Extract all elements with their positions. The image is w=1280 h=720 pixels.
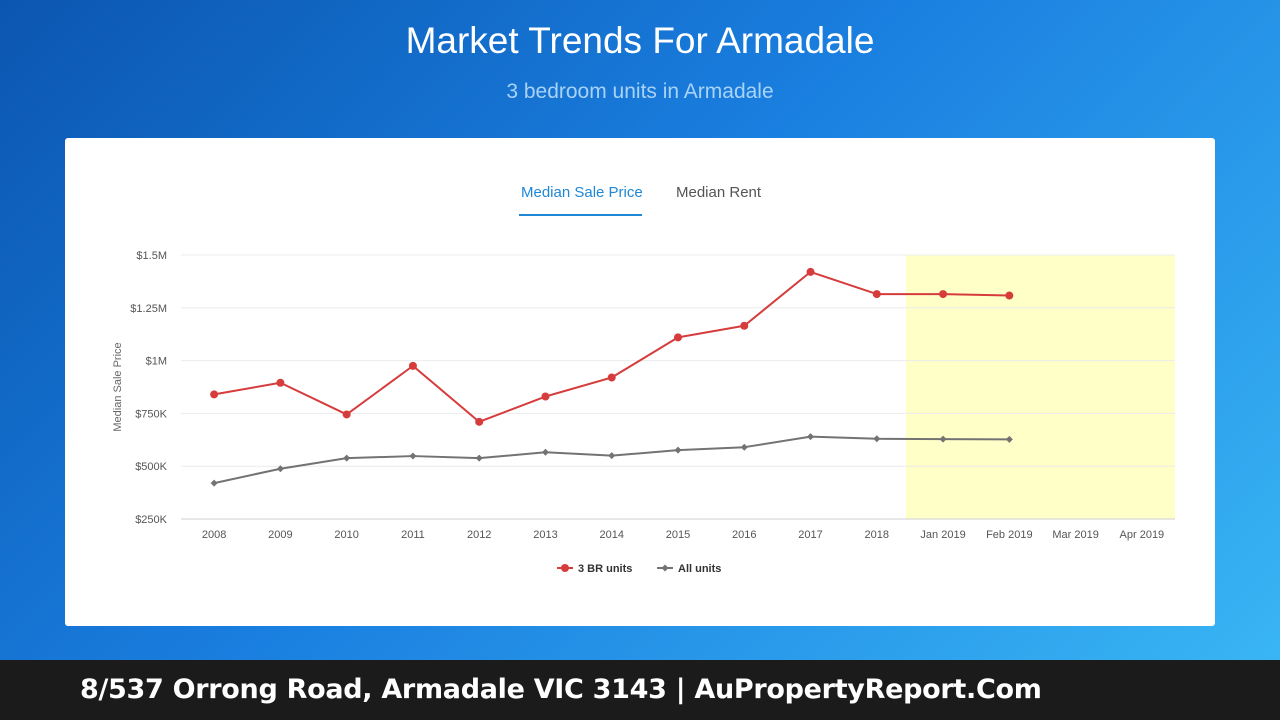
legend-marker — [561, 564, 569, 572]
data-point — [1005, 435, 1013, 443]
data-point — [872, 290, 881, 299]
x-tick-label: 2011 — [401, 529, 425, 541]
legend-label-all-units: All units — [678, 563, 721, 575]
x-tick-label: 2008 — [202, 529, 226, 541]
data-point — [276, 465, 284, 473]
chart-card: Median Sale Price Median Rent $250K $500K… — [65, 138, 1215, 626]
data-point — [607, 373, 616, 382]
median-price-chart: $250K $500K $750K $1M $1.25M $1.5M 2008 2009 201… — [112, 250, 1175, 575]
footer-bar: 8/537 Orrong Road, Armadale VIC 3143 | A… — [0, 660, 1280, 720]
y-tick-label: $250K — [135, 514, 167, 526]
y-tick-label: $750K — [135, 408, 167, 420]
data-point — [408, 361, 417, 370]
y-tick-label: $500K — [135, 461, 167, 473]
data-point — [939, 290, 948, 299]
data-point — [740, 321, 749, 330]
x-tick-label: 2018 — [865, 529, 889, 541]
legend-label-3br-units: 3 BR units — [578, 563, 632, 575]
x-tick-label: 2013 — [533, 529, 557, 541]
series-line-3br-units — [213, 270, 1010, 423]
data-point — [807, 433, 815, 441]
data-point — [608, 452, 616, 460]
data-point — [674, 333, 682, 342]
x-tick-label: 2017 — [798, 529, 822, 541]
y-tick-label: $1.5M — [136, 250, 167, 262]
legend-marker — [661, 564, 669, 572]
y-axis-label: Median Sale Price — [112, 342, 124, 431]
x-tick-label: 2015 — [666, 529, 690, 541]
x-tick-label: Feb 2019 — [986, 529, 1032, 541]
y-tick-label: $1.25M — [130, 303, 167, 315]
x-tick-label: 2012 — [467, 529, 491, 541]
data-point — [939, 435, 947, 443]
page-subtitle: 3 bedroom units in Armadale — [506, 80, 774, 103]
data-point — [806, 267, 815, 276]
x-tick-label: 2009 — [268, 529, 292, 541]
x-tick-label: Apr 2019 — [1120, 529, 1165, 541]
data-point — [740, 443, 748, 451]
data-point — [409, 452, 417, 460]
data-point — [210, 390, 219, 399]
data-point — [873, 435, 881, 443]
data-point — [475, 417, 484, 426]
active-tab-indicator — [519, 214, 642, 216]
data-point — [276, 378, 285, 387]
data-point — [1005, 291, 1014, 300]
tab-median-rent[interactable]: Median Rent — [676, 184, 762, 201]
data-point — [541, 448, 549, 456]
x-tick-label: Mar 2019 — [1052, 529, 1098, 541]
footer-address: 8/537 Orrong Road, Armadale VIC 3143 | A… — [80, 674, 1042, 705]
x-tick-label: 2010 — [334, 529, 358, 541]
page-title: Market Trends For Armadale — [405, 20, 875, 61]
x-tick-label: 2016 — [732, 529, 756, 541]
data-point — [210, 479, 218, 487]
data-point — [674, 446, 682, 454]
tab-median-sale-price[interactable]: Median Sale Price — [521, 184, 643, 201]
data-point — [342, 410, 351, 419]
y-tick-label: $1M — [146, 356, 167, 368]
data-point — [541, 392, 550, 401]
x-tick-label: 2014 — [599, 529, 623, 541]
series-line-all-units — [213, 435, 1010, 485]
x-tick-label: Jan 2019 — [920, 529, 965, 541]
data-point — [475, 454, 483, 462]
data-point — [343, 454, 351, 462]
forecast-highlight-band — [905, 255, 1175, 519]
